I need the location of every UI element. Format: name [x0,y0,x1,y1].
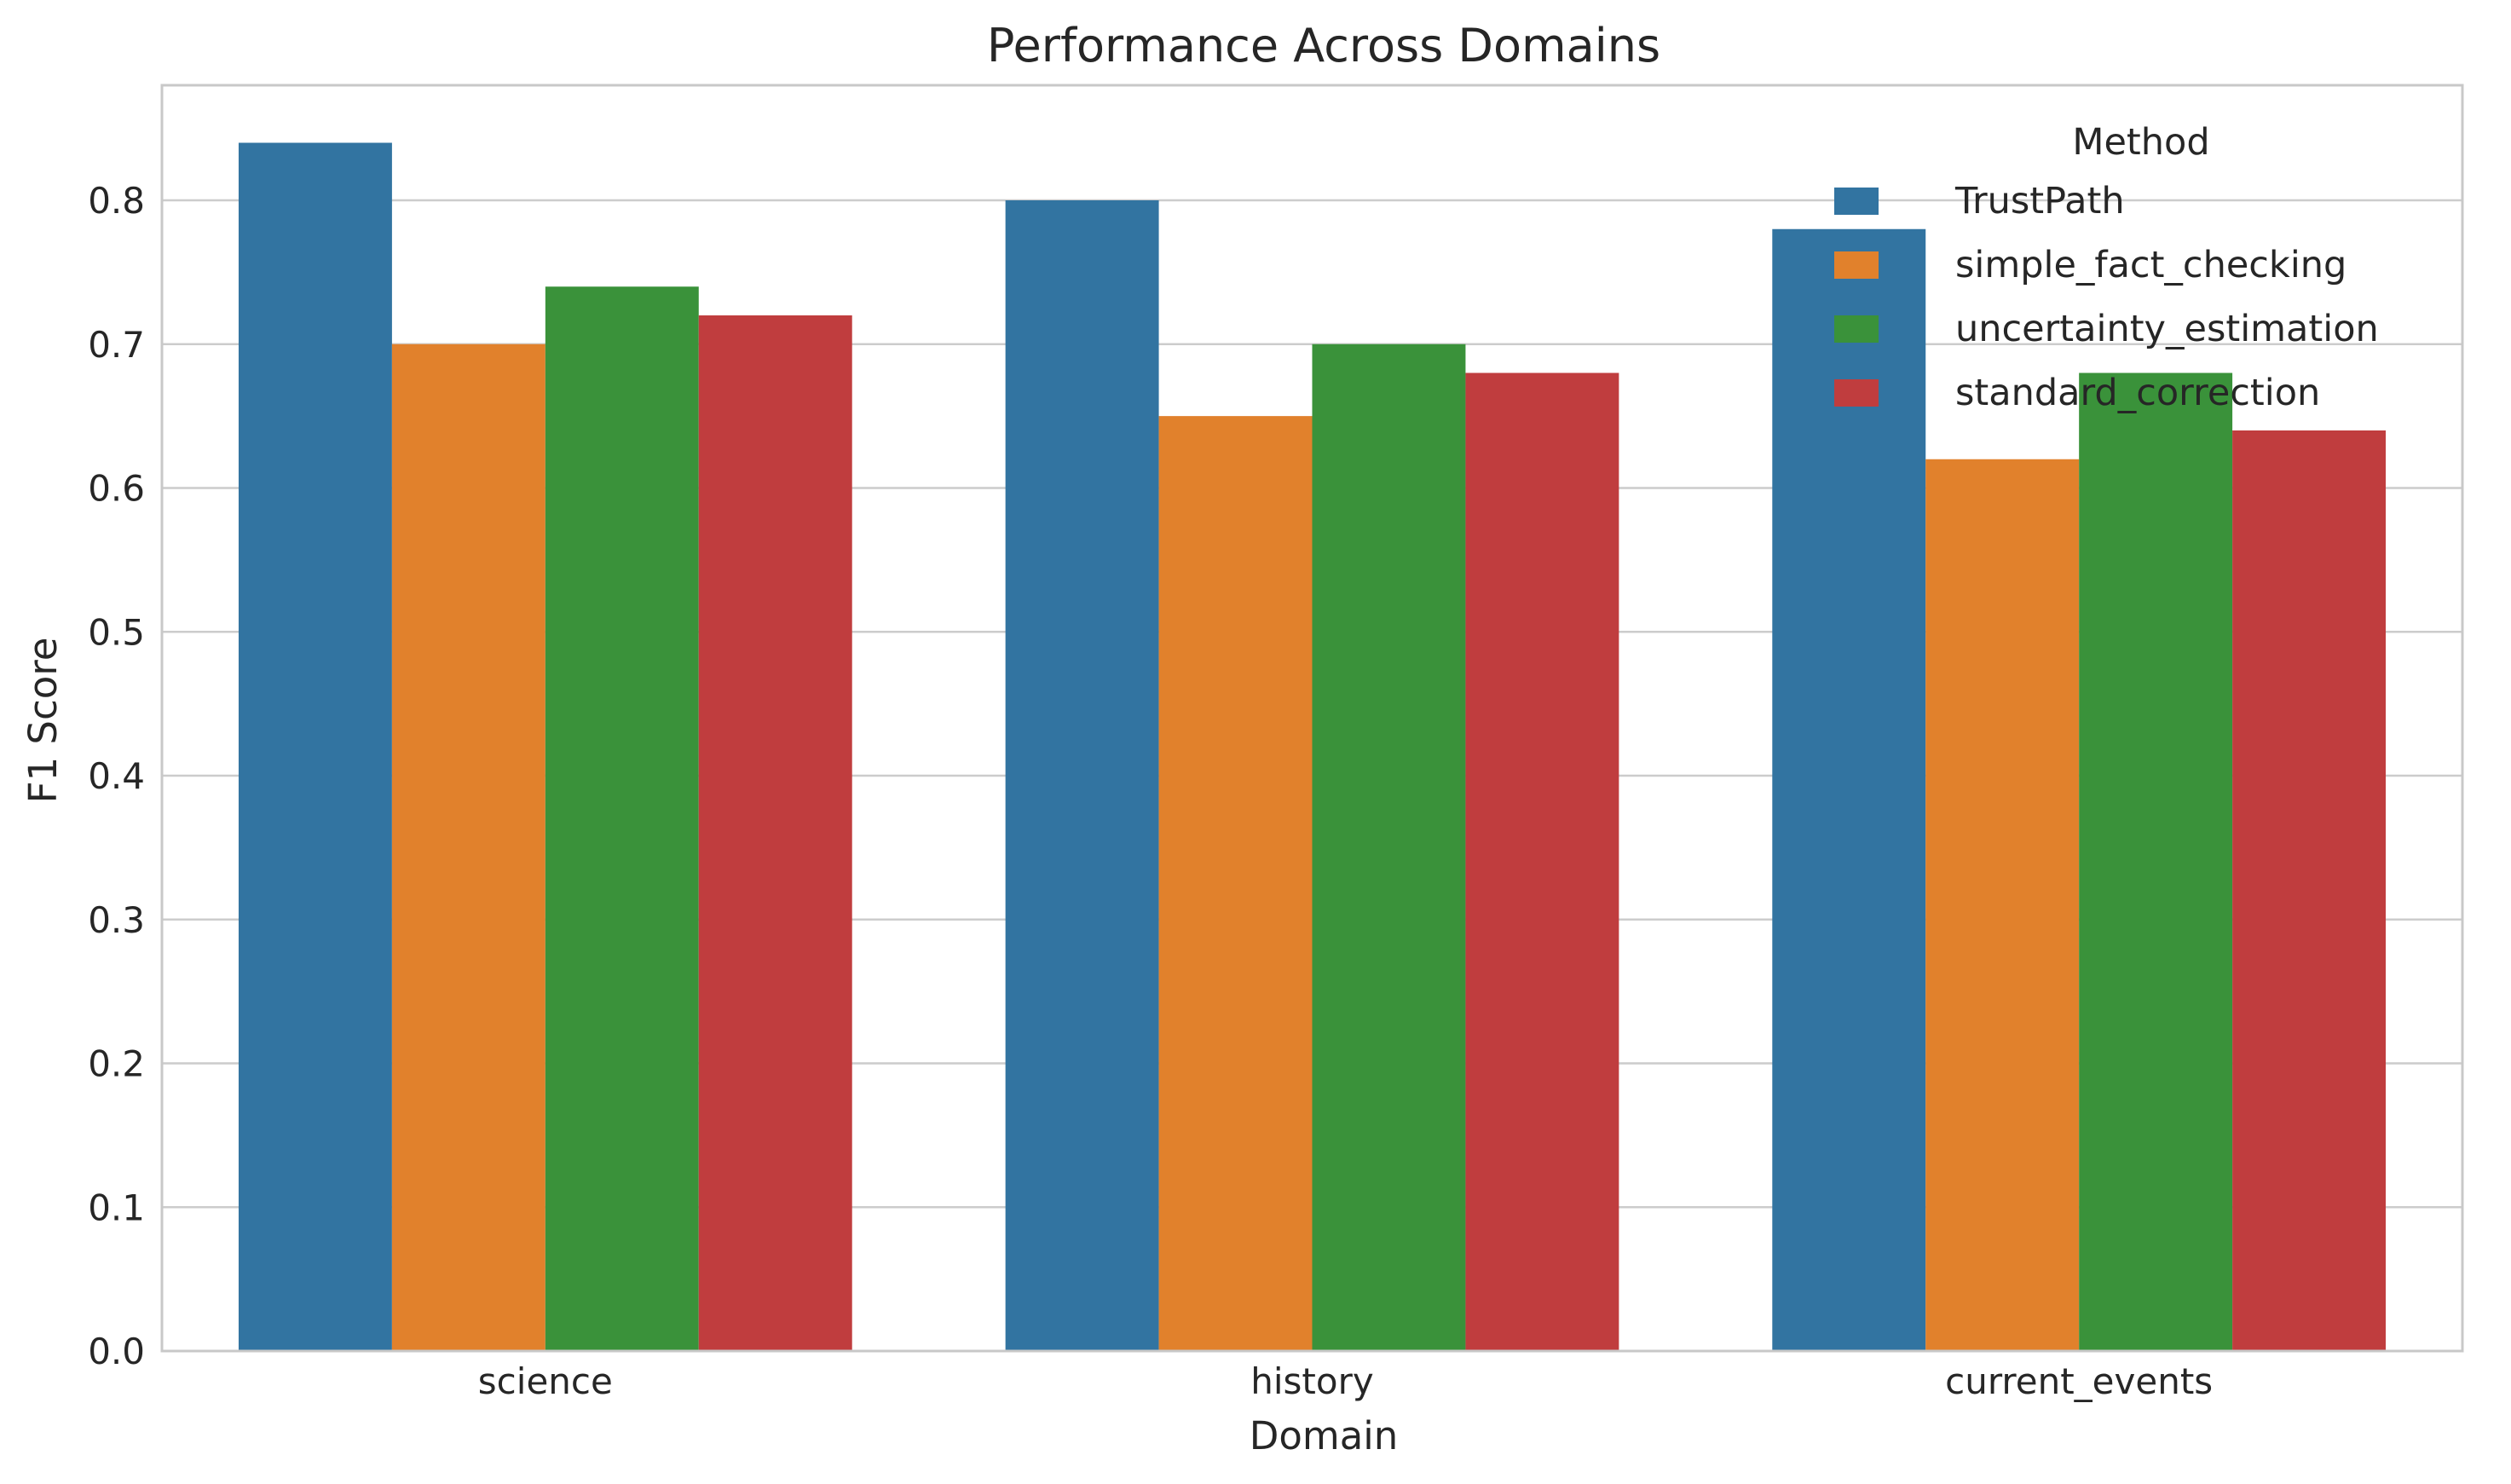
bars [238,142,2387,1351]
legend-swatch [1834,379,1879,407]
bar-simple-fact-checking-current-events [1925,459,2080,1351]
bar-uncertainty-estimation-science [545,286,699,1351]
bar-uncertainty-estimation-current-events [2079,372,2233,1351]
legend-swatch [1834,188,1879,215]
y-tick-label: 0.8 [88,180,145,222]
bar-standard-correction-science [698,315,852,1351]
y-tick-label: 0.7 [88,324,145,366]
y-tick-label: 0.3 [88,899,145,941]
chart-title: Performance Across Domains [987,19,1660,72]
x-tick-label: science [478,1360,613,1402]
plot-frame [160,84,2464,1353]
legend-title: Method [2072,121,2209,164]
bar-standard-correction-history [1465,372,1619,1351]
bar-TrustPath-current-events [1772,228,1926,1351]
legend: Method TrustPath simple_fact_checkingunce… [1834,121,2379,414]
bar-standard-correction-current-events [2232,430,2387,1351]
y-axis-label: F1 Score [20,638,66,804]
legend-swatch [1834,315,1879,343]
bar-simple-fact-checking-history [1158,416,1313,1351]
bar-uncertainty-estimation-history [1312,344,1466,1351]
y-tick-label: 0.6 [88,468,145,510]
x-tick-label: history [1250,1360,1373,1402]
y-tick-label: 0.2 [88,1043,145,1085]
legend-entry: uncertainty_estimation [1955,308,2379,350]
legend-entry: simple_fact_checking [1955,244,2346,286]
bar-TrustPath-science [238,142,392,1351]
y-tick-label: 0.0 [88,1331,145,1372]
legend-swatch [1834,251,1879,279]
x-tick-label: current_events [1945,1360,2213,1402]
y-tick-label: 0.5 [88,611,145,653]
bar-TrustPath-history [1005,200,1159,1351]
legend-entry: TrustPath [1954,180,2125,222]
x-tick-labels: science history current_events [478,1360,2213,1402]
x-axis-label: Domain [1250,1413,1399,1458]
y-tick-label: 0.4 [88,755,145,797]
bar-simple-fact-checking-science [391,344,545,1351]
y-tick-label: 0.1 [88,1187,145,1228]
y-tick-labels: 0.0 0.1 0.2 0.3 0.4 0.5 0.6 0.7 0.8 [88,180,145,1372]
legend-entry: standard_correction [1955,372,2320,414]
